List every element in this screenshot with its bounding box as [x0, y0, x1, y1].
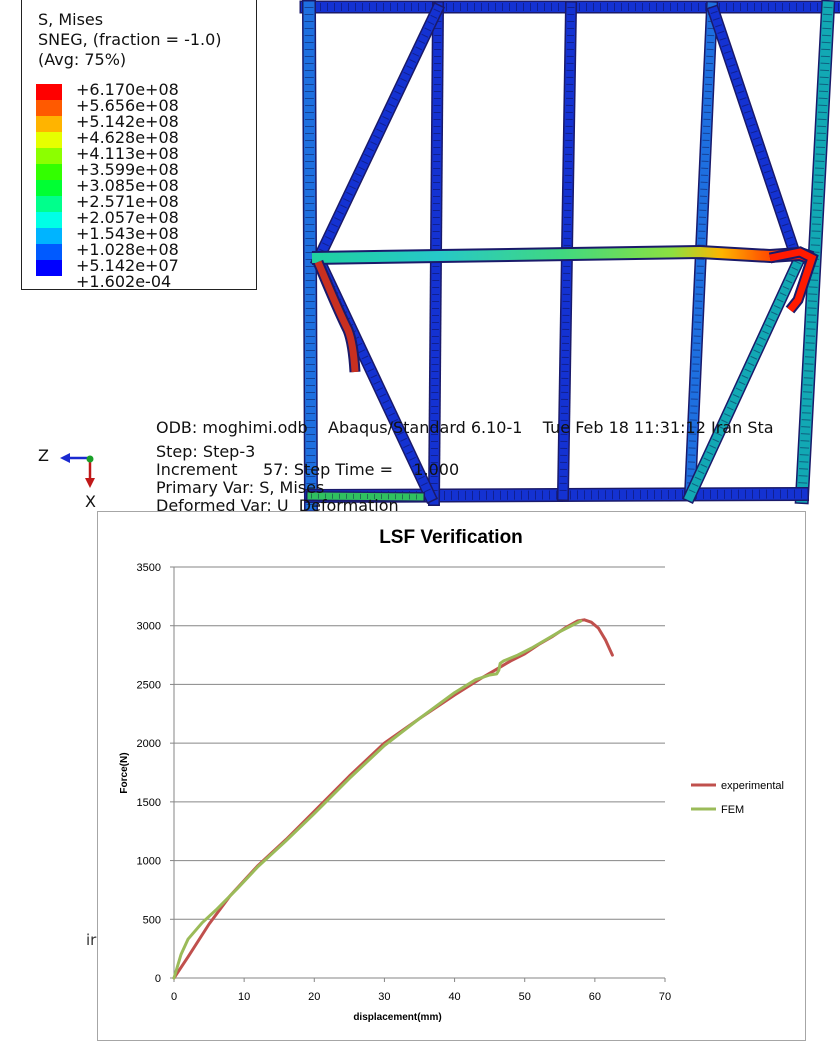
fem-contour-plot: [60, 0, 840, 511]
fem-left-column: [301, 0, 319, 511]
y-tick-label: 0: [155, 973, 161, 985]
y-tick-label: 3000: [137, 621, 161, 633]
legend-row: +3.085e+08: [36, 176, 246, 196]
legend-value: +2.057e+08: [76, 208, 179, 227]
legend-label-fem: FEM: [721, 804, 744, 816]
fem-right-column: [794, 0, 836, 505]
legend-swatch: [36, 164, 62, 180]
x-tick-label: 10: [238, 991, 250, 1003]
legend-swatch: [36, 100, 62, 116]
legend-value: +5.142e+07: [76, 256, 179, 275]
legend-swatch: [36, 228, 62, 244]
triad-origin: [86, 455, 94, 463]
fem-diagonal-member: [706, 4, 805, 268]
series-line-fem: [172, 619, 583, 980]
deformed-var-line: Deformed Var: U Deformation: [156, 496, 399, 511]
legend-averaging-label: (Avg: 75%): [38, 50, 127, 69]
legend-value: +5.142e+08: [76, 112, 179, 131]
legend-swatch: [36, 116, 62, 132]
x-tick-label: 70: [659, 991, 671, 1003]
x-tick-label: 60: [589, 991, 601, 1003]
legend-row: +1.602e-04: [36, 272, 246, 292]
triad-z-arrowhead: [60, 453, 70, 463]
legend-swatch: [36, 132, 62, 148]
legend-value: +1.028e+08: [76, 240, 179, 259]
x-tick-label: 30: [378, 991, 390, 1003]
fem-diagonal-member: [310, 2, 445, 268]
legend-option-label: SNEG, (fraction = -1.0): [38, 30, 222, 49]
legend-row: +2.571e+08: [36, 192, 246, 212]
triad-z-label: Z: [38, 446, 49, 465]
fem-diagonal-member: [682, 254, 806, 504]
chart-frame: [97, 511, 806, 1041]
axis-triad: [60, 453, 95, 488]
legend-row: +4.113e+08: [36, 144, 246, 164]
x-tick-label: 40: [448, 991, 460, 1003]
legend-swatch: [36, 212, 62, 228]
primary-var-line: Primary Var: S, Mises: [156, 478, 325, 497]
odb-info-line: ODB: moghimi.odb Abaqus/Standard 6.10-1 …: [156, 418, 774, 437]
increment-info-line: Increment 57: Step Time = 1.000: [156, 460, 460, 479]
triad-x-label: X: [85, 492, 96, 511]
legend-swatch: [36, 196, 62, 212]
x-axis-title: displacement(mm): [353, 1012, 441, 1023]
legend-value: +4.113e+08: [76, 144, 179, 163]
series-line-experimental: [172, 618, 614, 980]
legend-value: +2.571e+08: [76, 192, 179, 211]
triad-x-arrowhead: [85, 478, 95, 488]
legend-row: +5.142e+07: [36, 256, 246, 276]
y-tick-label: 2500: [137, 679, 161, 691]
legend-value: +4.628e+08: [76, 128, 179, 147]
y-tick-label: 2000: [137, 738, 161, 750]
legend-swatch: [36, 148, 62, 164]
legend-value: +3.599e+08: [76, 160, 179, 179]
legend-swatch: [36, 180, 62, 196]
legend-variable-label: S, Mises: [38, 10, 104, 29]
legend-value: +3.085e+08: [76, 176, 179, 195]
y-tick-label: 1500: [137, 797, 161, 809]
stray-text: ir: [86, 931, 97, 949]
legend-swatch: [36, 84, 62, 100]
fem-right-hotspot: [768, 246, 819, 314]
legend-row: +5.656e+08: [36, 96, 246, 116]
legend-value: +5.656e+08: [76, 96, 179, 115]
chart-title: LSF Verification: [379, 527, 523, 548]
step-info-line: Step: Step-3: [156, 442, 256, 461]
y-tick-label: 500: [143, 914, 161, 926]
contour-legend: S, Mises SNEG, (fraction = -1.0) (Avg: 7…: [21, 0, 257, 292]
x-tick-label: 0: [171, 991, 177, 1003]
legend-row: +1.543e+08: [36, 224, 246, 244]
y-tick-label: 3500: [137, 562, 161, 574]
legend-row: +2.057e+08: [36, 208, 246, 228]
legend-swatch: [36, 244, 62, 260]
legend-row: +6.170e+08: [36, 80, 246, 100]
x-tick-label: 50: [519, 991, 531, 1003]
legend-value: +1.543e+08: [76, 224, 179, 243]
fem-left-buckle-zone: [312, 259, 361, 373]
x-tick-label: 20: [308, 991, 320, 1003]
y-tick-label: 1000: [137, 856, 161, 868]
legend-value: +1.602e-04: [76, 272, 172, 291]
legend-value: +6.170e+08: [76, 80, 179, 99]
legend-swatch: [36, 260, 62, 276]
legend-row: +3.599e+08: [36, 160, 246, 180]
fem-bottom-left-patch: [305, 490, 426, 503]
y-axis-title: Force(N): [119, 752, 130, 793]
legend-row: +5.142e+08: [36, 112, 246, 132]
legend-label-experimental: experimental: [721, 780, 784, 792]
legend-row: +1.028e+08: [36, 240, 246, 260]
legend-row: +4.628e+08: [36, 128, 246, 148]
